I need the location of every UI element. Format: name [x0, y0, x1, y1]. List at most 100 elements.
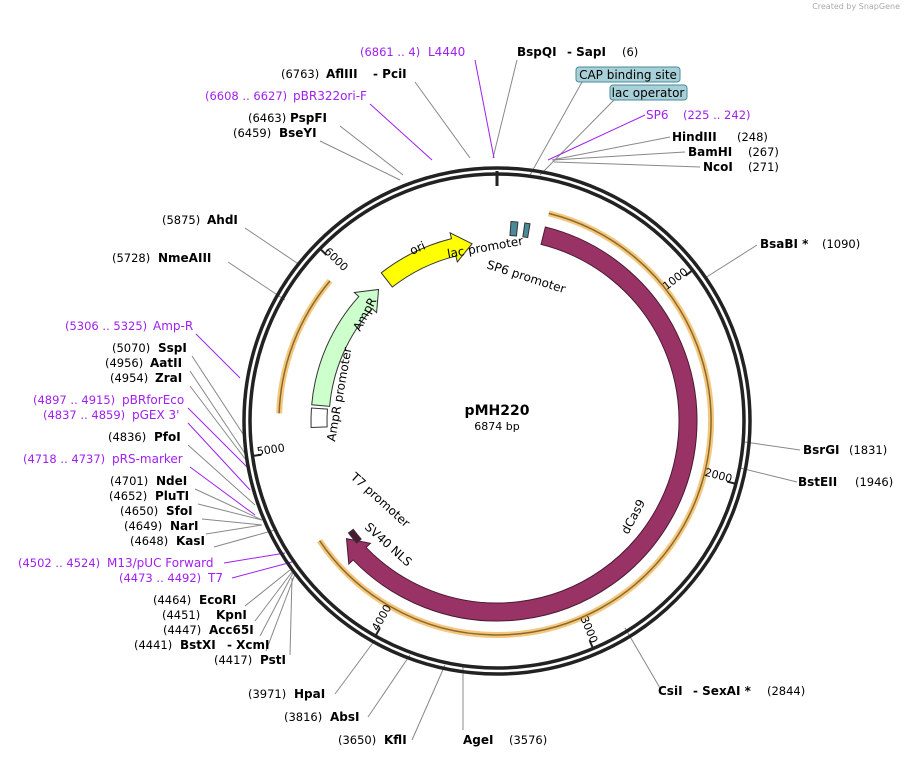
- ampr-promoter-feature[interactable]: [310, 407, 328, 429]
- leader-line: [289, 577, 293, 656]
- enzymes-name2-label[interactable]: - SapI: [567, 45, 606, 59]
- primers-name-label[interactable]: Amp-R: [153, 319, 193, 333]
- tick-1000: [684, 269, 694, 277]
- features-sp6-promoter-label: SP6 promoter: [485, 258, 567, 297]
- leader-line: [195, 333, 241, 379]
- features: 1000 2000 3000 4000 5000 6000: [252, 210, 737, 649]
- leader-line: [205, 524, 263, 535]
- leader-line: [474, 59, 495, 159]
- enzymes-name-label[interactable]: BsaBI *: [760, 237, 809, 251]
- backbone-outer: [242, 166, 752, 676]
- primers-name-label[interactable]: T7: [207, 571, 223, 585]
- enzymes-pos-label: (1831): [849, 443, 887, 457]
- leader-line: [213, 529, 276, 548]
- enzymes-pos-label: (3816): [284, 710, 322, 724]
- enzymes-pos-label: (267): [748, 145, 779, 159]
- plasmid-name: pMH220: [465, 403, 530, 419]
- primers-name-label[interactable]: pRS-marker: [112, 452, 183, 466]
- dcas9-feature[interactable]: [345, 226, 698, 622]
- enzymes-name2-label[interactable]: - XcmI: [227, 638, 270, 652]
- enzymes-name-label[interactable]: AhdI: [207, 213, 238, 227]
- enzymes-pos-label: (1946): [855, 475, 893, 489]
- enzymes-name-label[interactable]: SfoI: [166, 504, 193, 518]
- features-ori-label: ori: [408, 239, 428, 258]
- enzymes-pos-label: (4441): [134, 638, 172, 652]
- lac-promoter-feature[interactable]: [509, 220, 519, 237]
- enzymes-name-label[interactable]: SspI: [158, 341, 187, 355]
- leader-line: [227, 261, 286, 301]
- enzymes-name-label[interactable]: AbsI: [330, 710, 359, 724]
- leader-line: [739, 467, 798, 483]
- primers-name-label[interactable]: SP6: [646, 108, 669, 122]
- enzymes-name-label[interactable]: AatII: [150, 356, 182, 370]
- leader-line: [547, 114, 646, 161]
- primers-name-label[interactable]: pBRforEco: [122, 393, 184, 407]
- ori-feature[interactable]: [380, 231, 473, 288]
- primers-name-label[interactable]: pBR322ori-F: [293, 89, 367, 103]
- primers-range-label: (4837 .. 4859): [43, 408, 125, 422]
- features-t7-promoter-label: T7 promoter: [347, 469, 412, 530]
- primers-name-label[interactable]: L4440: [428, 45, 465, 59]
- enzymes-name-label[interactable]: EcoRI: [199, 593, 236, 607]
- leader-line: [367, 654, 411, 718]
- enzymes-pos-label: (4464): [153, 593, 191, 607]
- leader-line: [265, 573, 296, 652]
- enzymes-pos-label: (4650): [120, 504, 158, 518]
- leader-line: [551, 136, 671, 161]
- enzymes-name-label[interactable]: KflI: [384, 733, 407, 747]
- enzymes-name2-label[interactable]: - PciI: [373, 67, 407, 81]
- enzymes-name-label[interactable]: KpnI: [216, 608, 247, 622]
- enzymes-name-label[interactable]: CsiI: [658, 684, 683, 698]
- leader-line: [189, 466, 256, 516]
- enzymes-pos-label: (3650): [338, 733, 376, 747]
- enzymes-name-label[interactable]: PstI: [260, 653, 286, 667]
- enzymes-name2-label[interactable]: - SexAI *: [693, 684, 752, 698]
- enzymes-pos-label: (4652): [109, 489, 147, 503]
- primers-name-label[interactable]: M13/pUC Forward: [107, 556, 214, 570]
- enzymes-name-label[interactable]: AgeI: [463, 733, 493, 747]
- enzymes-name-label[interactable]: Acc65I: [209, 623, 254, 637]
- leader-line: [552, 151, 686, 161]
- leader-line: [187, 422, 251, 491]
- enzymes-pos-label: (271): [748, 160, 779, 174]
- tick-label: 1000: [660, 265, 690, 292]
- primers-name-label[interactable]: pGEX 3': [132, 408, 179, 422]
- enzymes-pos-label: (4451): [162, 608, 200, 622]
- leader-line: [194, 488, 263, 521]
- enzymes-name-label[interactable]: BseYI: [279, 126, 317, 140]
- enzymes-name-label[interactable]: NcoI: [703, 160, 733, 174]
- tick-6000: [319, 247, 328, 256]
- enzymes-name-label[interactable]: NarI: [170, 519, 199, 533]
- ampr-feature[interactable]: [311, 288, 380, 407]
- enzymes-name-label[interactable]: HpaI: [294, 687, 325, 701]
- enzymes-name-label[interactable]: KasI: [176, 534, 205, 548]
- leader-line: [319, 140, 401, 181]
- enzymes-name-label[interactable]: PluTI: [155, 489, 189, 503]
- leader-line: [187, 407, 251, 471]
- enzymes-name-label[interactable]: PfoI: [154, 430, 181, 444]
- leader-line: [704, 244, 758, 279]
- enzymes-name-label[interactable]: HindIII: [672, 130, 717, 144]
- tick-5000: [252, 453, 262, 457]
- enzymes-name-label[interactable]: BsrGI: [803, 443, 840, 457]
- enzymes-name-label[interactable]: AflIII: [326, 67, 358, 81]
- label-leader-lines: [187, 59, 801, 741]
- lac-operator-feature[interactable]: [522, 222, 531, 239]
- enzymes-name-label[interactable]: PspFI: [290, 111, 327, 125]
- enzymes-name-label[interactable]: NmeAIII: [158, 251, 211, 265]
- leader-line: [369, 103, 433, 161]
- enzymes-name-label[interactable]: BstXI: [180, 638, 216, 652]
- enzymes-name-label[interactable]: BspQI: [517, 45, 557, 59]
- enzymes-name-label[interactable]: BstEII: [798, 475, 837, 489]
- enzymes-name-label[interactable]: ZraI: [155, 371, 182, 385]
- snapgene-credit: Created by SnapGene: [812, 2, 900, 11]
- enzymes-name-label[interactable]: NdeI: [156, 474, 187, 488]
- leader-line: [187, 444, 256, 506]
- lac-operator-label: lac operator: [609, 84, 688, 101]
- sv40-nls-feature[interactable]: [347, 528, 362, 544]
- leader-line: [414, 81, 471, 159]
- cap-binding-site-text: CAP binding site: [579, 68, 677, 82]
- enzymes-pos-label: (248): [737, 130, 768, 144]
- enzymes-name-label[interactable]: BamHI: [688, 145, 732, 159]
